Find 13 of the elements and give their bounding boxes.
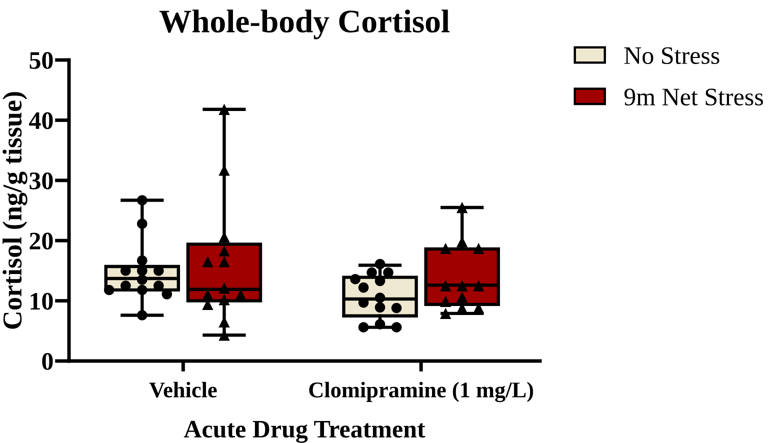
legend-label: No Stress <box>624 47 720 64</box>
x-axis-title: Acute Drug Treatment <box>184 420 426 443</box>
y-tick-label: 0 <box>42 353 53 370</box>
y-tick-label: 50 <box>30 52 53 69</box>
y-tick-label: 20 <box>30 232 53 250</box>
y-tick-label: 40 <box>29 112 53 130</box>
chart-title: Whole-body Cortisol <box>159 10 450 40</box>
y-axis-title: Cortisol (ng/g tissue) <box>2 92 28 329</box>
y-tick-label: 30 <box>30 172 53 190</box>
y-tick-label: 10 <box>30 292 53 310</box>
x-tick-label: Clomipramine (1 mg/L) <box>309 382 534 402</box>
legend-label: 9m Net Stress <box>624 88 763 106</box>
x-tick-label: Vehicle <box>149 382 217 398</box>
